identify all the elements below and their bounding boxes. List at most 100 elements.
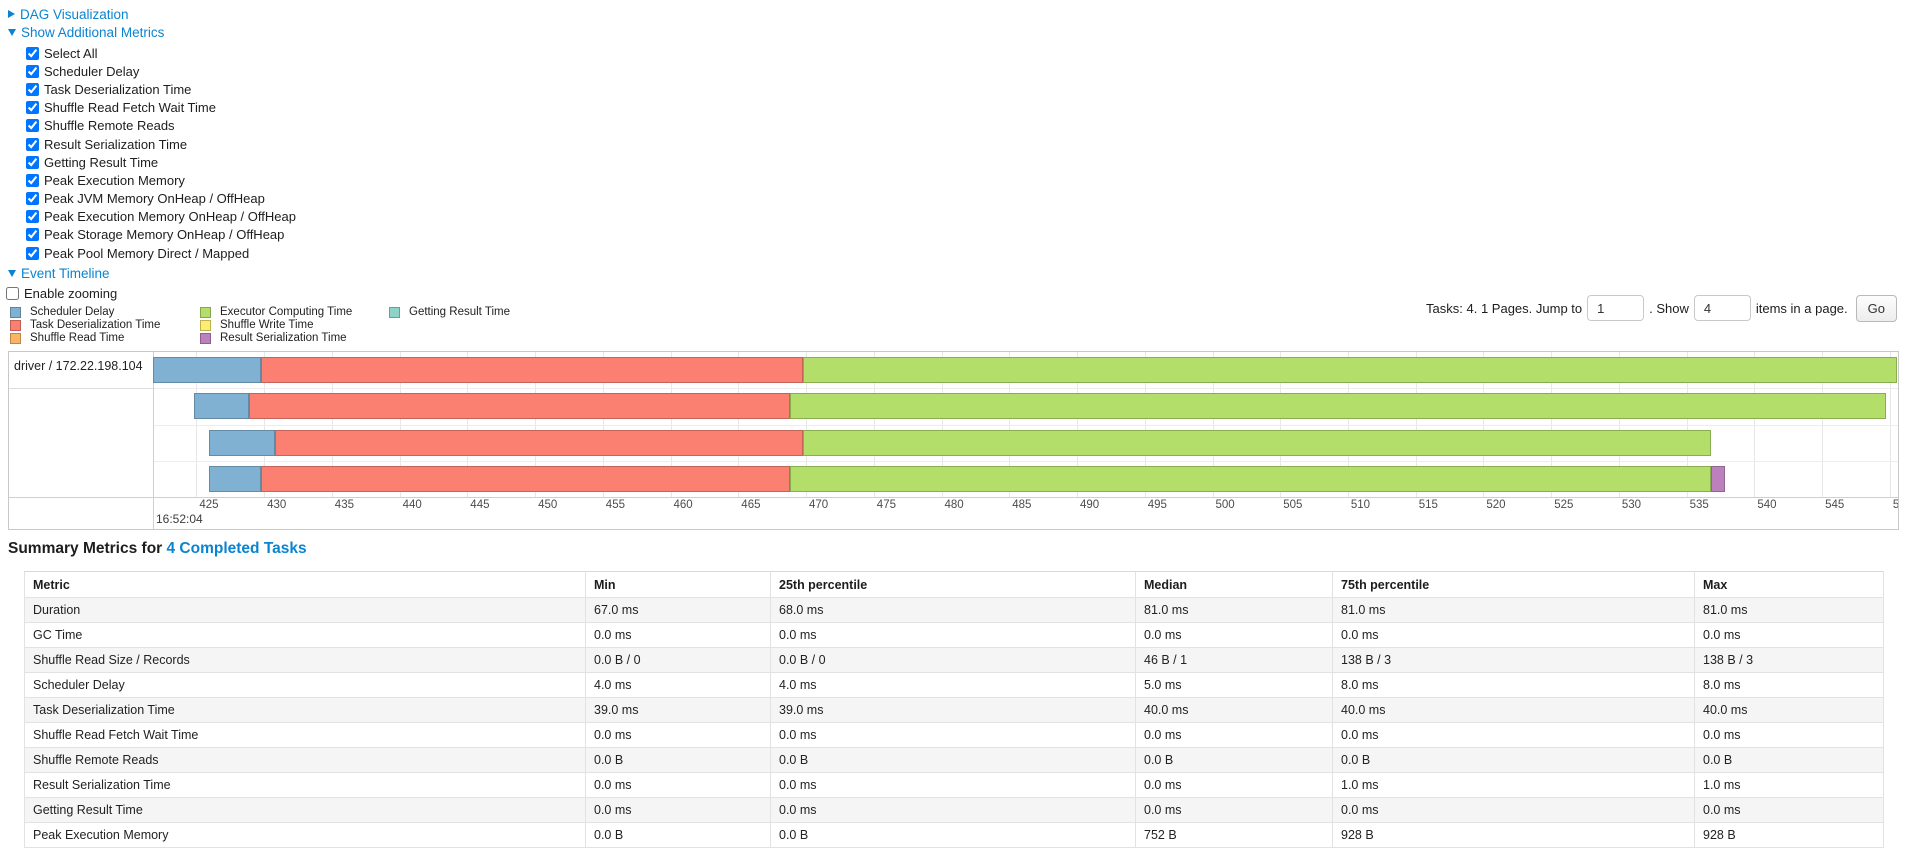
- task-bar-segment-scheduler-delay[interactable]: [208, 465, 262, 492]
- completed-tasks-link[interactable]: 4 Completed Tasks: [166, 540, 307, 557]
- metric-checkbox-row: Peak Pool Memory Direct / Mapped: [26, 244, 296, 262]
- legend-column: Getting Result Time: [389, 306, 510, 345]
- metric-value-cell: 928 B: [1332, 822, 1695, 848]
- checkbox-peak-pool-memory-direct-mapped[interactable]: [26, 246, 39, 260]
- checkbox-task-deserialization-time[interactable]: [26, 82, 39, 96]
- enable-zooming-label: Enable zooming: [24, 286, 118, 302]
- metric-value-cell: 1.0 ms: [1332, 772, 1695, 798]
- metric-value-cell: 0.0 ms: [770, 722, 1136, 748]
- checkbox-label: Task Deserialization Time: [44, 81, 192, 97]
- metric-name-cell: Peak Execution Memory: [24, 822, 586, 848]
- legend-item-shuffle-write-time: Shuffle Write Time: [200, 319, 389, 332]
- metric-value-cell: 68.0 ms: [770, 597, 1136, 623]
- axis-tick-label: 535: [1689, 499, 1709, 511]
- checkbox-scheduler-delay[interactable]: [26, 64, 39, 78]
- legend-swatch-icon: [200, 320, 211, 331]
- metric-value-cell: 928 B: [1694, 822, 1884, 848]
- metric-value-cell: 81.0 ms: [1332, 597, 1695, 623]
- checkbox-label: Scheduler Delay: [44, 63, 140, 79]
- event-timeline-link[interactable]: Event Timeline: [21, 265, 110, 281]
- event-timeline-toggle[interactable]: Event Timeline: [0, 264, 296, 282]
- column-header-min: Min: [585, 571, 771, 598]
- checkbox-label: Peak JVM Memory OnHeap / OffHeap: [44, 191, 265, 207]
- task-pagination: Tasks: 4. 1 Pages. Jump to . Show items …: [1426, 293, 1897, 323]
- task-bar-segment-task-deserialization[interactable]: [261, 465, 790, 492]
- metric-name-cell: Scheduler Delay: [24, 672, 586, 698]
- metric-checkbox-row: Getting Result Time: [26, 153, 296, 171]
- metric-value-cell: 0.0 ms: [1135, 797, 1333, 823]
- metric-value-cell: 5.0 ms: [1135, 672, 1333, 698]
- metric-checkbox-row: Result Serialization Time: [26, 135, 296, 153]
- items-per-page-input[interactable]: [1693, 295, 1751, 321]
- metric-value-cell: 0.0 ms: [1332, 622, 1695, 648]
- checkbox-peak-execution-memory-onheap-offheap[interactable]: [26, 210, 39, 224]
- metric-value-cell: 0.0 ms: [770, 772, 1136, 798]
- checkbox-peak-execution-memory[interactable]: [26, 173, 39, 187]
- task-bar-segment-executor-computing[interactable]: [789, 393, 1886, 420]
- checkbox-select-all[interactable]: [26, 46, 39, 60]
- metric-checkbox-row: Scheduler Delay: [26, 62, 296, 80]
- metric-checkbox-row: Peak JVM Memory OnHeap / OffHeap: [26, 190, 296, 208]
- metric-value-cell: 4.0 ms: [585, 672, 771, 698]
- summary-metrics-table: Metric Min 25th percentile Median 75th perce…: [24, 571, 1884, 848]
- legend-label: Executor Computing Time: [220, 306, 353, 318]
- jump-to-page-input[interactable]: [1587, 295, 1645, 321]
- metric-value-cell: 0.0 ms: [1332, 797, 1695, 823]
- summary-table-body: Duration 67.0 ms 68.0 ms 81.0 ms 81.0 ms 81.0…: [24, 597, 1884, 848]
- metric-checkbox-row: Task Deserialization Time: [26, 80, 296, 98]
- metric-value-cell: 0.0 B: [770, 747, 1136, 773]
- row-separator: [153, 424, 1898, 426]
- dag-visualization-link[interactable]: DAG Visualization: [20, 6, 129, 22]
- legend-item-result-serialization-time: Result Serialization Time: [200, 332, 389, 345]
- legend-swatch-icon: [10, 333, 21, 344]
- checkbox-shuffle-read-fetch-wait-time[interactable]: [26, 101, 39, 115]
- metric-value-cell: 0.0 B: [1135, 747, 1333, 773]
- metric-checkbox-row: Peak Execution Memory: [26, 171, 296, 189]
- legend-label: Shuffle Write Time: [220, 319, 314, 331]
- task-bar-segment-scheduler-delay[interactable]: [153, 357, 262, 383]
- metric-value-cell: 0.0 ms: [585, 622, 771, 648]
- table-row-gc-time: GC Time 0.0 ms 0.0 ms 0.0 ms 0.0 ms 0.0 ms: [24, 622, 1884, 648]
- task-bar-segment-executor-computing[interactable]: [789, 465, 1712, 492]
- metric-checkbox-row: Peak Execution Memory OnHeap / OffHeap: [26, 208, 296, 226]
- checkbox-result-serialization-time[interactable]: [26, 137, 39, 151]
- task-bar-segment-task-deserialization[interactable]: [274, 429, 804, 456]
- task-bar-segment-executor-computing[interactable]: [803, 357, 1897, 383]
- checkbox-label: Shuffle Read Fetch Wait Time: [44, 100, 216, 116]
- axis-tick-label: 530: [1621, 499, 1642, 511]
- metric-name-cell: Shuffle Read Fetch Wait Time: [24, 722, 586, 748]
- legend-label: Task Deserialization Time: [30, 319, 161, 331]
- metric-value-cell: 0.0 ms: [1332, 722, 1695, 748]
- event-timeline-chart: driver / 172.22.198.104 16:52:04 425 430 4…: [8, 351, 1899, 530]
- task-bar-segment-task-deserialization[interactable]: [249, 393, 790, 420]
- task-bar-segment-task-deserialization[interactable]: [261, 357, 804, 383]
- axis-tick-label: 515: [1418, 499, 1438, 511]
- go-button[interactable]: Go: [1855, 294, 1897, 322]
- checkbox-peak-jvm-memory-onheap-offheap[interactable]: [26, 192, 39, 206]
- enable-zooming-checkbox[interactable]: [6, 287, 19, 301]
- show-additional-metrics-toggle[interactable]: Show Additional Metrics: [0, 23, 296, 41]
- axis-tick-label: 490: [1080, 499, 1100, 511]
- metric-value-cell: 81.0 ms: [1694, 597, 1884, 623]
- metric-value-cell: 0.0 ms: [585, 722, 771, 748]
- checkbox-label: Result Serialization Time: [44, 136, 188, 152]
- show-additional-metrics-link[interactable]: Show Additional Metrics: [21, 24, 165, 40]
- metric-value-cell: 0.0 ms: [1135, 722, 1333, 748]
- axis-tick-label: 450: [538, 499, 558, 511]
- task-bar-segment-scheduler-delay[interactable]: [208, 429, 275, 456]
- task-bar-segment-executor-computing[interactable]: [803, 429, 1711, 456]
- checkbox-shuffle-remote-reads[interactable]: [26, 119, 39, 133]
- task-bar-segment-scheduler-delay[interactable]: [193, 393, 250, 420]
- axis-tick-label: 485: [1012, 499, 1032, 511]
- metric-value-cell: 0.0 B / 0: [770, 647, 1136, 673]
- task-bar-segment-result-serialization[interactable]: [1711, 465, 1725, 492]
- axis-tick-label: 475: [876, 499, 896, 511]
- checkbox-peak-storage-memory-onheap-offheap[interactable]: [26, 228, 39, 242]
- checkbox-label: Peak Execution Memory OnHeap / OffHeap: [44, 209, 296, 225]
- checkbox-getting-result-time[interactable]: [26, 155, 39, 169]
- legend-swatch-icon: [10, 320, 21, 331]
- dag-visualization-toggle[interactable]: DAG Visualization: [0, 5, 296, 23]
- metric-value-cell: 67.0 ms: [585, 597, 771, 623]
- legend-label: Shuffle Read Time: [30, 332, 125, 344]
- checkbox-label: Peak Pool Memory Direct / Mapped: [44, 245, 250, 261]
